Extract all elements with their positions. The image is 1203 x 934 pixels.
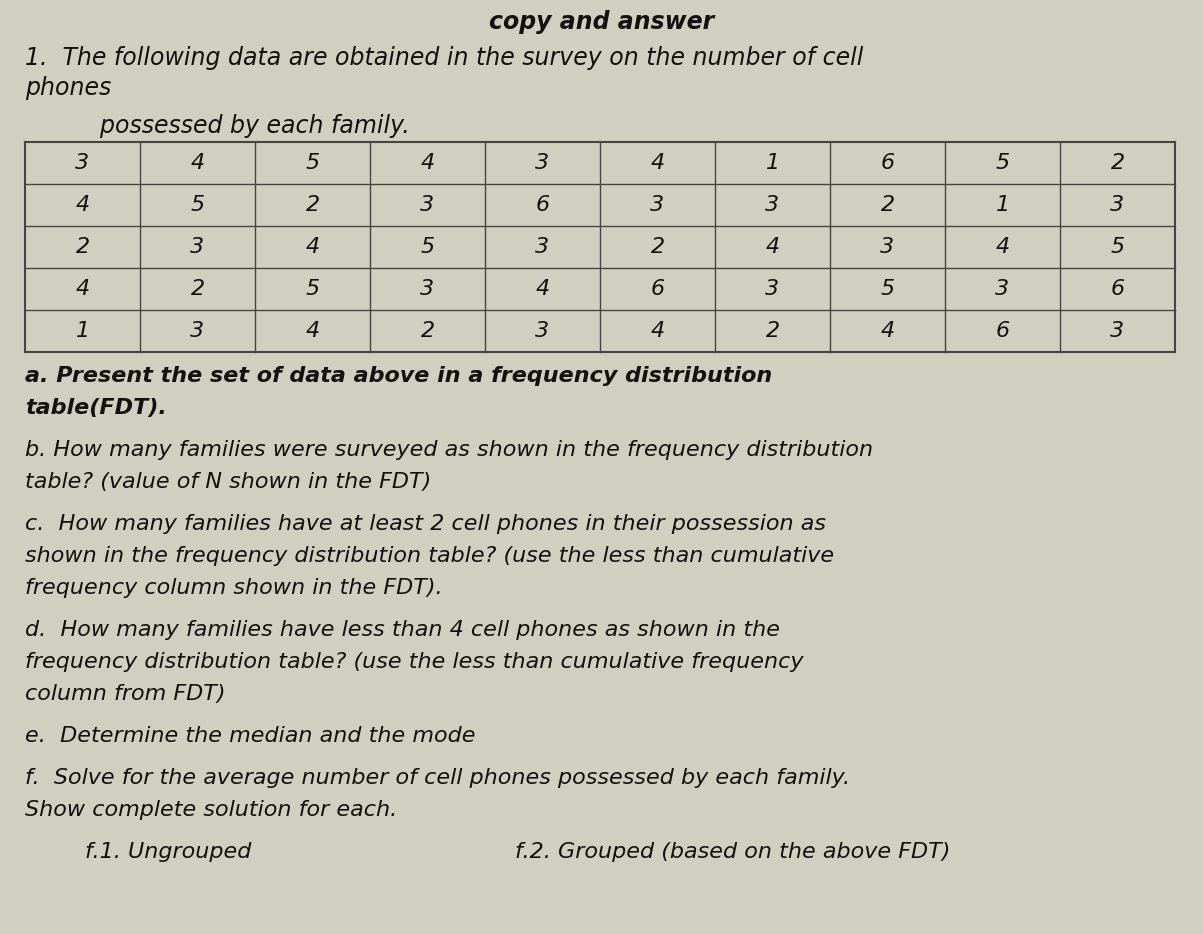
Text: table? (value of N shown in the FDT): table? (value of N shown in the FDT) bbox=[25, 472, 431, 492]
Text: copy and answer: copy and answer bbox=[490, 10, 715, 34]
Text: 3: 3 bbox=[765, 279, 780, 299]
Text: 3: 3 bbox=[190, 237, 205, 257]
Text: 1: 1 bbox=[995, 195, 1009, 215]
Text: 2: 2 bbox=[881, 195, 895, 215]
Text: 4: 4 bbox=[651, 153, 664, 173]
Text: c.  How many families have at least 2 cell phones in their possession as: c. How many families have at least 2 cel… bbox=[25, 514, 826, 534]
Text: 5: 5 bbox=[306, 153, 320, 173]
Text: 5: 5 bbox=[306, 279, 320, 299]
Text: 4: 4 bbox=[306, 237, 320, 257]
Text: 6: 6 bbox=[535, 195, 550, 215]
Text: shown in the frequency distribution table? (use the less than cumulative: shown in the frequency distribution tabl… bbox=[25, 546, 834, 566]
Text: 5: 5 bbox=[1110, 237, 1125, 257]
Text: 3: 3 bbox=[535, 321, 550, 341]
Text: 4: 4 bbox=[76, 279, 89, 299]
Text: frequency column shown in the FDT).: frequency column shown in the FDT). bbox=[25, 578, 443, 598]
Text: frequency distribution table? (use the less than cumulative frequency: frequency distribution table? (use the l… bbox=[25, 652, 804, 672]
Text: 3: 3 bbox=[535, 153, 550, 173]
Text: 5: 5 bbox=[995, 153, 1009, 173]
Text: 2: 2 bbox=[420, 321, 434, 341]
Text: 3: 3 bbox=[995, 279, 1009, 299]
Text: 4: 4 bbox=[765, 237, 780, 257]
Text: 4: 4 bbox=[535, 279, 550, 299]
Text: possessed by each family.: possessed by each family. bbox=[25, 114, 410, 138]
Text: 6: 6 bbox=[651, 279, 664, 299]
Text: Show complete solution for each.: Show complete solution for each. bbox=[25, 800, 397, 820]
Text: 3: 3 bbox=[420, 195, 434, 215]
Text: 4: 4 bbox=[190, 153, 205, 173]
Text: table(FDT).: table(FDT). bbox=[25, 398, 167, 418]
Text: 6: 6 bbox=[1110, 279, 1125, 299]
Text: 1: 1 bbox=[765, 153, 780, 173]
Text: 1.  The following data are obtained in the survey on the number of cell: 1. The following data are obtained in th… bbox=[25, 46, 864, 70]
Text: 6: 6 bbox=[995, 321, 1009, 341]
Text: 2: 2 bbox=[76, 237, 89, 257]
Text: 3: 3 bbox=[190, 321, 205, 341]
Text: 4: 4 bbox=[651, 321, 664, 341]
Text: 3: 3 bbox=[535, 237, 550, 257]
Text: f.2. Grouped (based on the above FDT): f.2. Grouped (based on the above FDT) bbox=[515, 842, 950, 862]
Text: 3: 3 bbox=[76, 153, 89, 173]
Text: 4: 4 bbox=[420, 153, 434, 173]
Text: 3: 3 bbox=[765, 195, 780, 215]
Text: 2: 2 bbox=[651, 237, 664, 257]
Text: f.1. Ungrouped: f.1. Ungrouped bbox=[85, 842, 251, 862]
Text: e.  Determine the median and the mode: e. Determine the median and the mode bbox=[25, 726, 475, 746]
Text: 4: 4 bbox=[995, 237, 1009, 257]
Text: column from FDT): column from FDT) bbox=[25, 684, 225, 704]
Text: 3: 3 bbox=[1110, 195, 1125, 215]
Text: d.  How many families have less than 4 cell phones as shown in the: d. How many families have less than 4 ce… bbox=[25, 620, 780, 640]
Text: 2: 2 bbox=[190, 279, 205, 299]
Text: f.  Solve for the average number of cell phones possessed by each family.: f. Solve for the average number of cell … bbox=[25, 768, 851, 788]
Text: b. How many families were surveyed as shown in the frequency distribution: b. How many families were surveyed as sh… bbox=[25, 440, 873, 460]
Text: 2: 2 bbox=[765, 321, 780, 341]
Text: 2: 2 bbox=[1110, 153, 1125, 173]
Text: 5: 5 bbox=[881, 279, 895, 299]
Text: 6: 6 bbox=[881, 153, 895, 173]
Text: 3: 3 bbox=[881, 237, 895, 257]
Text: 3: 3 bbox=[1110, 321, 1125, 341]
Text: phones: phones bbox=[25, 76, 111, 100]
Text: 4: 4 bbox=[306, 321, 320, 341]
Text: 3: 3 bbox=[651, 195, 664, 215]
Text: 4: 4 bbox=[76, 195, 89, 215]
Text: 1: 1 bbox=[76, 321, 89, 341]
Text: 2: 2 bbox=[306, 195, 320, 215]
Text: a. Present the set of data above in a frequency distribution: a. Present the set of data above in a fr… bbox=[25, 366, 772, 386]
Text: 3: 3 bbox=[420, 279, 434, 299]
Text: 5: 5 bbox=[420, 237, 434, 257]
Text: 4: 4 bbox=[881, 321, 895, 341]
Text: 5: 5 bbox=[190, 195, 205, 215]
